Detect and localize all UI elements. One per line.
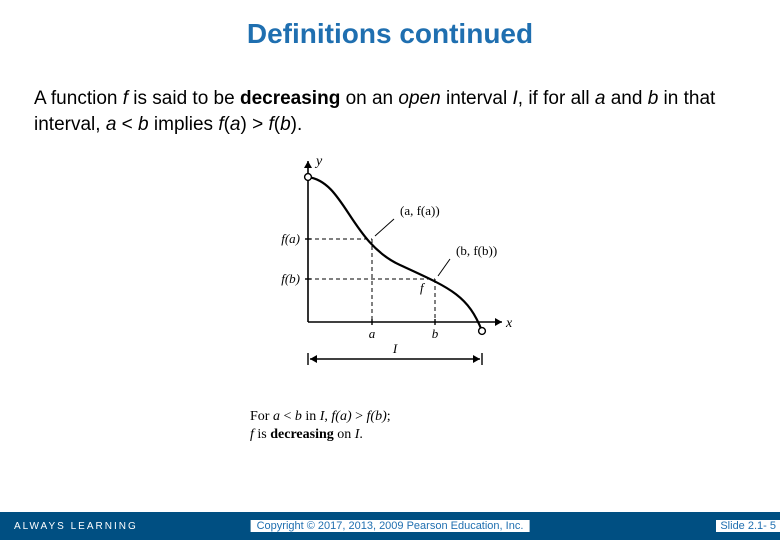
decreasing-function-graph: y x (a, f(a)) (b, f(b)) f(a) f(b) f a b I — [250, 147, 530, 397]
txt: ). — [291, 114, 303, 135]
svg-text:I: I — [392, 341, 398, 356]
figure-block: yx(a, f(a))(b, f(b))f(a)f(b)fabI For a <… — [250, 147, 530, 444]
txt: , if for all — [518, 88, 595, 109]
txt: For — [250, 409, 273, 424]
copyright-text: Copyright © 2017, 2013, 2009 Pearson Edu… — [251, 520, 530, 532]
txt: in — [302, 409, 320, 424]
txt: . — [359, 427, 363, 442]
svg-text:x: x — [505, 316, 513, 331]
svg-text:f: f — [420, 280, 426, 295]
txt: on an — [340, 88, 398, 109]
var-a: a — [273, 409, 280, 424]
definition-text: A function f is said to be decreasing on… — [0, 62, 780, 137]
word-open: open — [398, 88, 440, 109]
svg-text:f(b): f(b) — [281, 271, 300, 286]
slide-number: Slide 2.1- 5 — [716, 520, 780, 532]
var-a: a — [106, 114, 117, 135]
var-fa: f(a) — [331, 409, 351, 424]
txt: is — [254, 427, 270, 442]
txt: > — [247, 114, 269, 135]
txt: ; — [387, 409, 391, 424]
txt: A function — [34, 88, 123, 109]
svg-text:f(a): f(a) — [281, 231, 300, 246]
footer-bar: ALWAYS LEARNING Copyright © 2017, 2013, … — [0, 512, 780, 540]
brand-always-learning: ALWAYS LEARNING — [0, 521, 138, 532]
svg-text:b: b — [432, 326, 439, 341]
txt: < — [280, 409, 295, 424]
var-a: a — [595, 88, 606, 109]
svg-text:y: y — [314, 154, 323, 169]
txt: > — [352, 409, 367, 424]
txt: implies — [149, 114, 219, 135]
var-b: b — [648, 88, 659, 109]
var-fb: f(b) — [367, 409, 387, 424]
figure-container: yx(a, f(a))(b, f(b))f(a)f(b)fabI For a <… — [0, 147, 780, 444]
figure-caption: For a < b in I, f(a) > f(b); f is decrea… — [250, 408, 530, 444]
txt: is said to be — [128, 88, 240, 109]
word-decreasing: decreasing — [270, 427, 334, 442]
txt: and — [605, 88, 647, 109]
var-b: b — [280, 114, 291, 135]
var-b: b — [295, 409, 302, 424]
txt: on — [334, 427, 355, 442]
svg-text:(b, f(b)): (b, f(b)) — [456, 243, 497, 258]
slide: Definitions continued A function f is sa… — [0, 0, 780, 540]
word-decreasing: decreasing — [240, 88, 340, 109]
txt: < — [116, 114, 138, 135]
txt: interval — [441, 88, 513, 109]
var-b: b — [138, 114, 149, 135]
svg-text:a: a — [369, 326, 376, 341]
slide-title: Definitions continued — [0, 0, 780, 62]
svg-text:(a, f(a)): (a, f(a)) — [400, 203, 440, 218]
var-a: a — [230, 114, 241, 135]
